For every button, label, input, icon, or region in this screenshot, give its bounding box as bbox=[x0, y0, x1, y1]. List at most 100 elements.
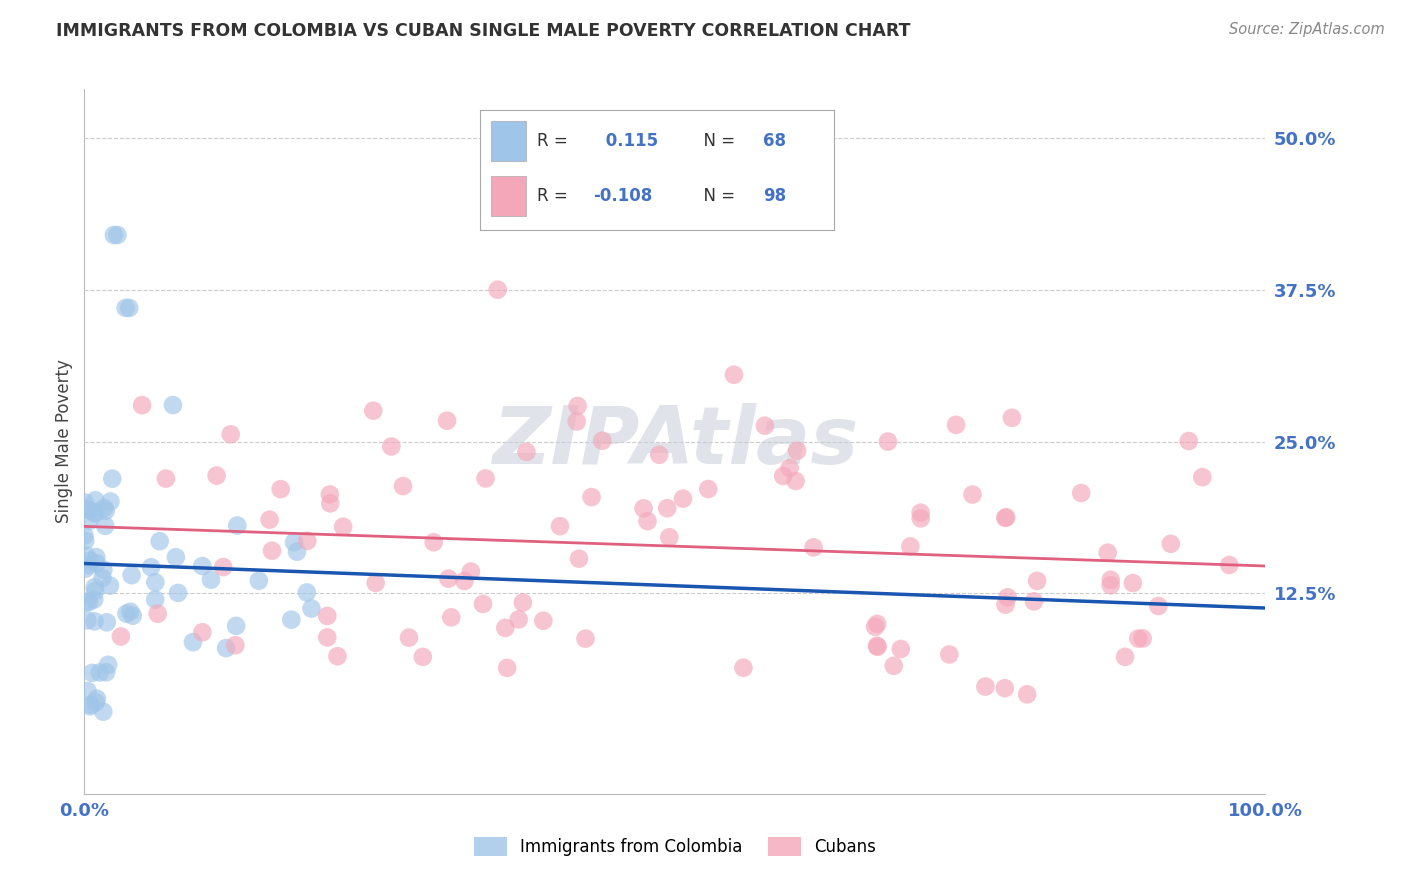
Point bbox=[326, 649, 349, 664]
Point bbox=[94, 504, 117, 518]
Point bbox=[73, 529, 96, 543]
Point bbox=[591, 434, 613, 448]
Text: Source: ZipAtlas.com: Source: ZipAtlas.com bbox=[1229, 22, 1385, 37]
Point bbox=[101, 472, 124, 486]
Point bbox=[79, 554, 101, 568]
Point bbox=[474, 471, 496, 485]
Point bbox=[285, 544, 308, 558]
Point bbox=[84, 493, 107, 508]
Point bbox=[103, 227, 125, 242]
Point bbox=[1099, 573, 1122, 587]
Point bbox=[91, 705, 114, 719]
Point bbox=[80, 665, 103, 680]
Point bbox=[162, 398, 184, 412]
Point bbox=[73, 500, 96, 515]
Point bbox=[440, 610, 463, 624]
Point bbox=[225, 619, 247, 633]
Point bbox=[437, 572, 460, 586]
Point bbox=[1022, 594, 1045, 608]
Point bbox=[73, 495, 96, 509]
Point bbox=[866, 639, 889, 653]
Point bbox=[219, 427, 242, 442]
Point bbox=[96, 615, 118, 630]
Point bbox=[316, 608, 339, 623]
Point bbox=[131, 398, 153, 412]
Point bbox=[301, 601, 323, 615]
Point bbox=[938, 648, 960, 662]
Point bbox=[146, 607, 169, 621]
Point bbox=[114, 301, 136, 315]
Point bbox=[772, 469, 794, 483]
Point bbox=[259, 513, 281, 527]
Point bbox=[319, 496, 342, 510]
Point bbox=[866, 616, 889, 631]
Point bbox=[754, 418, 776, 433]
Point bbox=[84, 584, 107, 599]
Point bbox=[890, 642, 912, 657]
Point bbox=[363, 403, 385, 417]
Point bbox=[471, 597, 494, 611]
Point bbox=[974, 680, 997, 694]
Point bbox=[1099, 578, 1122, 592]
Point bbox=[283, 535, 305, 549]
Point bbox=[77, 595, 100, 609]
Text: ZIPAtlas: ZIPAtlas bbox=[492, 402, 858, 481]
Point bbox=[994, 598, 1017, 612]
Point bbox=[648, 448, 671, 462]
Point bbox=[565, 415, 588, 429]
Point bbox=[118, 301, 141, 315]
Point bbox=[672, 491, 695, 506]
Point bbox=[100, 494, 122, 508]
Point bbox=[994, 681, 1017, 696]
Point bbox=[1132, 632, 1154, 646]
Point bbox=[637, 514, 659, 528]
Point bbox=[723, 368, 745, 382]
Point bbox=[79, 699, 101, 714]
Point bbox=[910, 506, 932, 520]
Point bbox=[568, 551, 591, 566]
Point bbox=[212, 560, 235, 574]
Point bbox=[76, 613, 98, 627]
Point bbox=[86, 557, 108, 571]
Point bbox=[79, 698, 101, 712]
Point bbox=[496, 661, 519, 675]
Point bbox=[786, 443, 808, 458]
Point bbox=[733, 661, 755, 675]
Point bbox=[995, 510, 1018, 524]
Point bbox=[422, 535, 444, 549]
Point bbox=[994, 511, 1017, 525]
Point bbox=[1017, 687, 1039, 701]
Point bbox=[83, 615, 105, 629]
Point bbox=[139, 560, 162, 574]
Point bbox=[247, 574, 270, 588]
Point bbox=[89, 665, 111, 680]
Point bbox=[997, 591, 1019, 605]
Point bbox=[945, 417, 967, 432]
Point bbox=[155, 472, 177, 486]
Point bbox=[508, 612, 530, 626]
Point bbox=[779, 461, 801, 475]
Point bbox=[1114, 649, 1136, 664]
Point bbox=[191, 559, 214, 574]
Point bbox=[898, 540, 921, 554]
Point bbox=[398, 631, 420, 645]
Point bbox=[460, 565, 482, 579]
Point bbox=[224, 638, 246, 652]
Point bbox=[486, 283, 509, 297]
Point bbox=[270, 482, 292, 496]
Point bbox=[412, 649, 434, 664]
Point bbox=[877, 434, 900, 449]
Point bbox=[1160, 537, 1182, 551]
Point bbox=[883, 658, 905, 673]
Point bbox=[515, 445, 537, 459]
Point bbox=[79, 558, 101, 573]
Point bbox=[910, 511, 932, 525]
Point bbox=[785, 474, 807, 488]
Point bbox=[332, 519, 354, 533]
Point bbox=[380, 440, 402, 454]
Point bbox=[1122, 576, 1144, 591]
Point bbox=[84, 550, 107, 565]
Point bbox=[1128, 632, 1150, 646]
Point bbox=[364, 575, 387, 590]
Point bbox=[145, 575, 167, 590]
